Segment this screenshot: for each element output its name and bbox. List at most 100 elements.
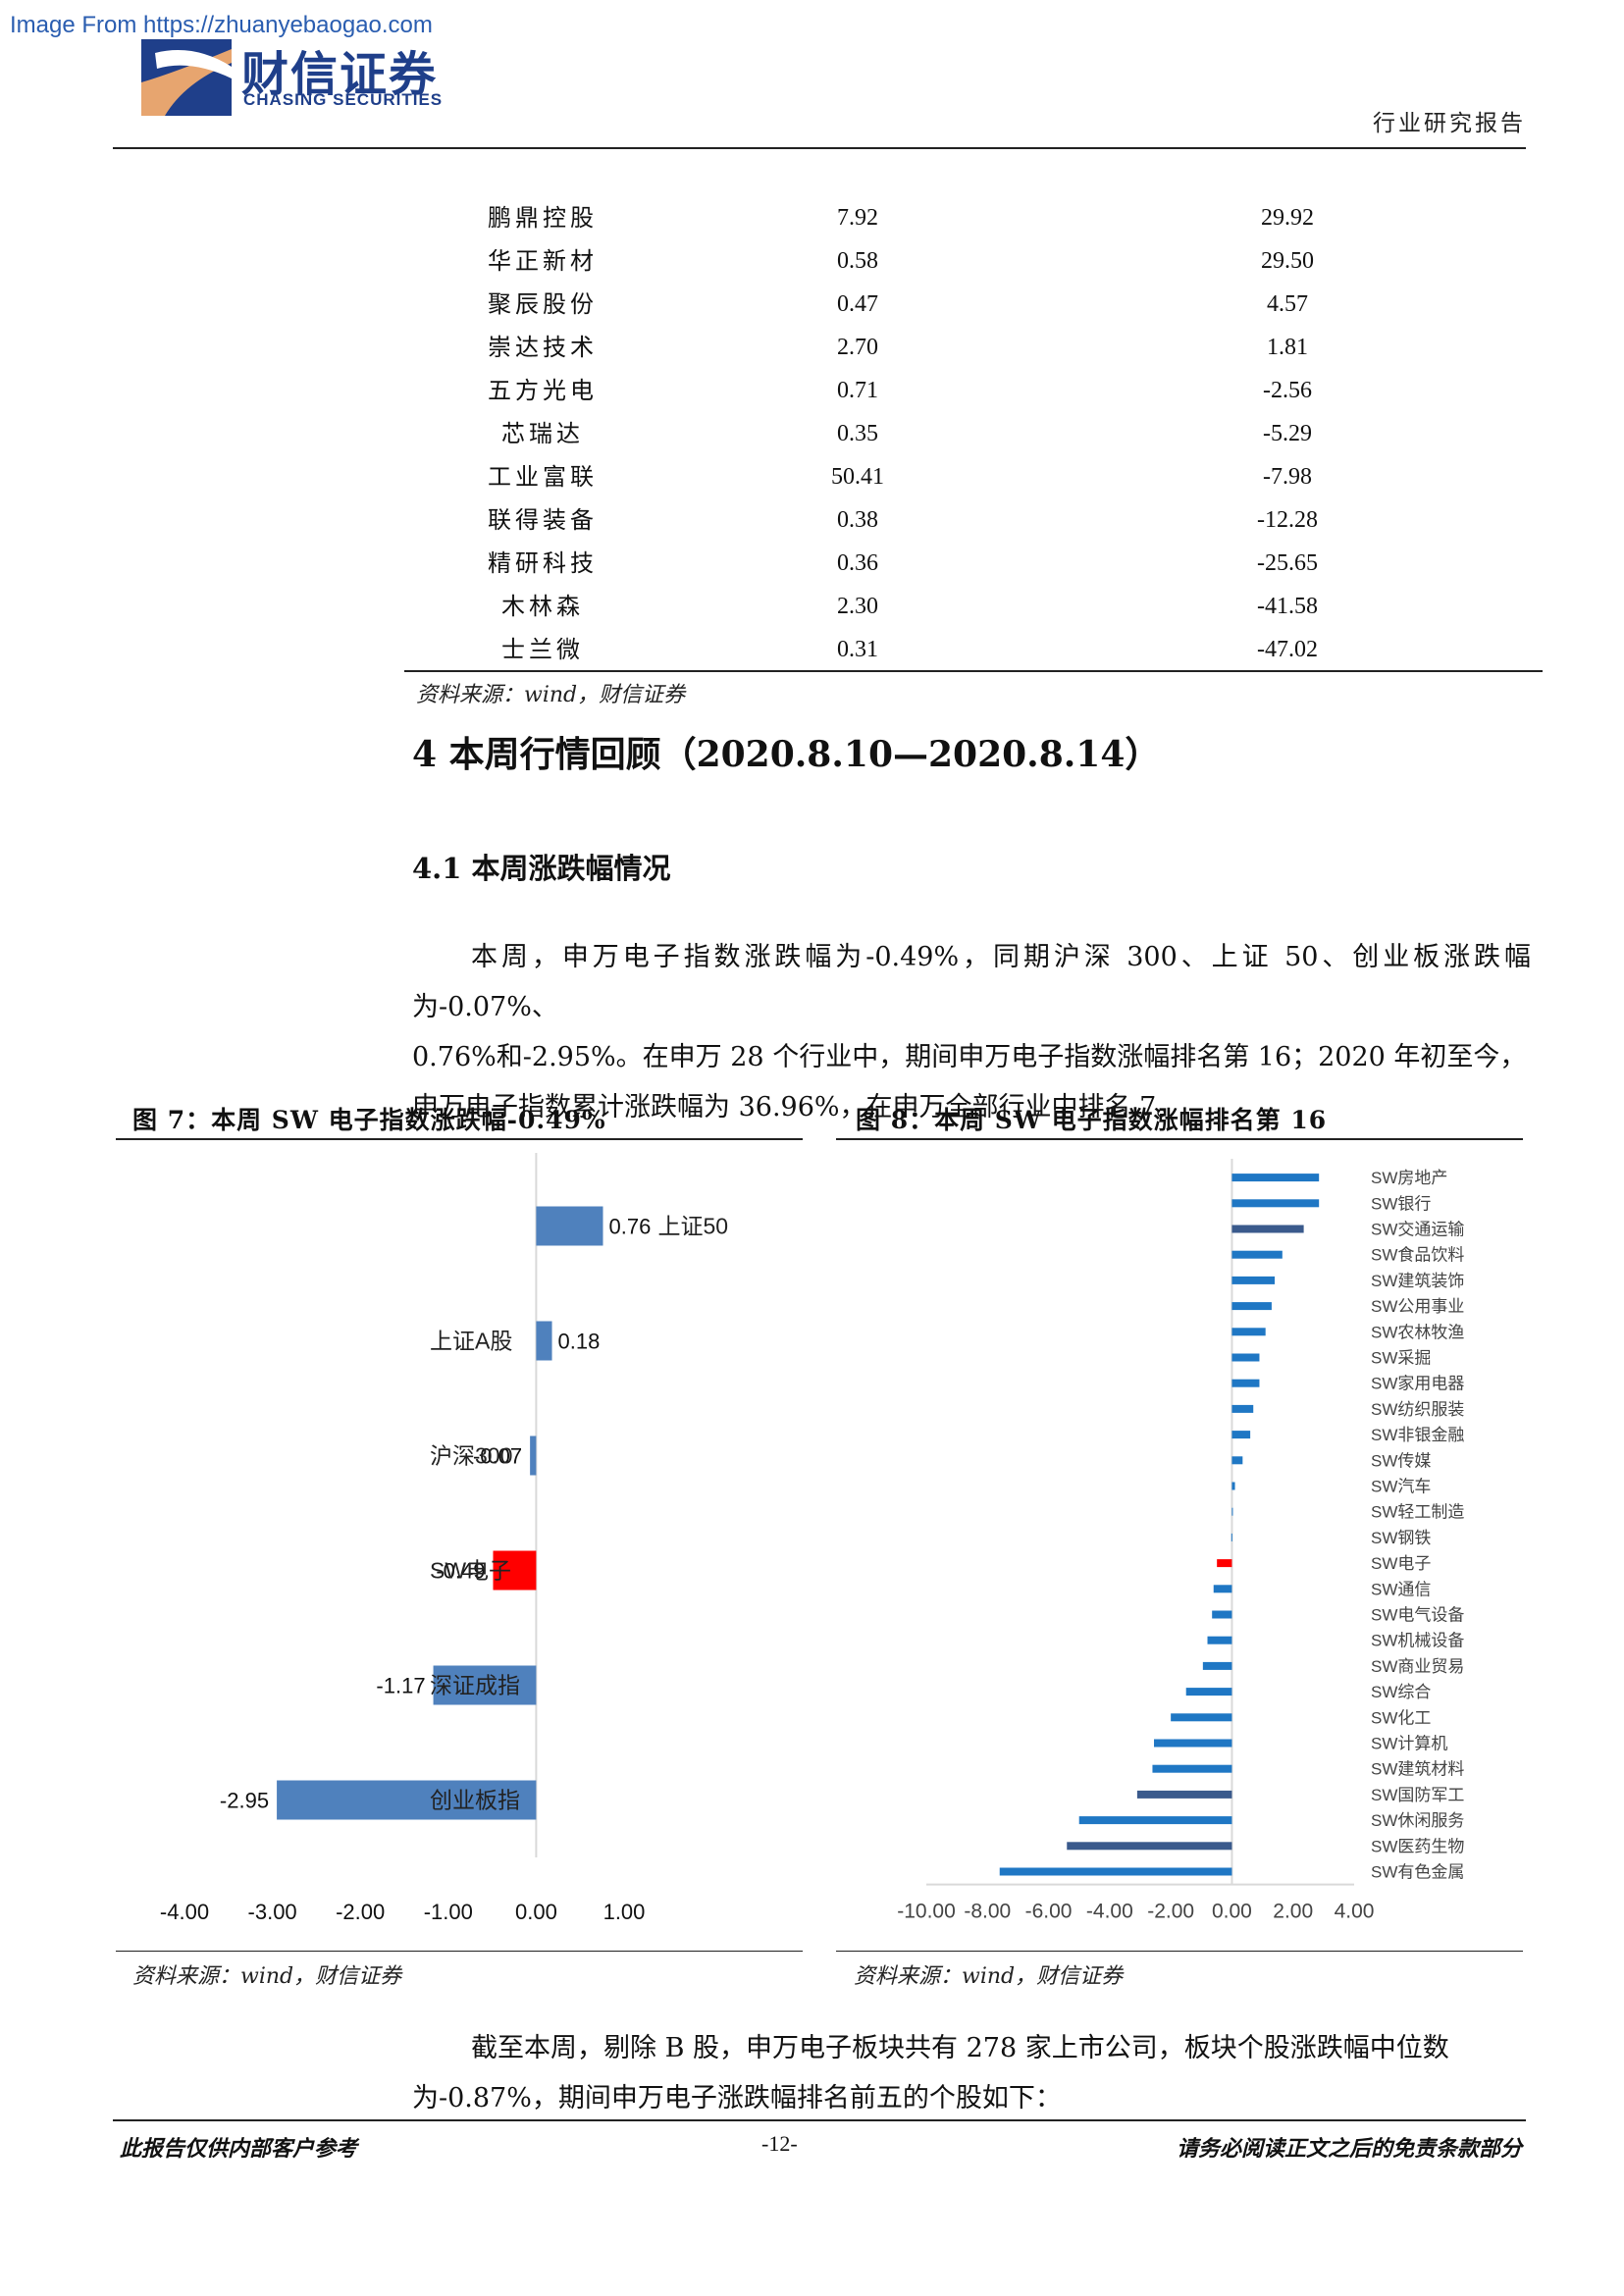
table-row: 华正新材 0.58 29.50 [404,239,1543,283]
report-type: 行业研究报告 [1373,111,1526,136]
table-row: 鹏鼎控股 7.92 29.92 [404,196,1543,239]
table-row: 精研科技 0.36 -25.65 [404,542,1543,585]
category-label-5: SW建筑装饰 [1371,1272,1464,1290]
data-label-3: -0.07 [473,1444,522,1469]
category-label-1: 上证50 [657,1214,728,1239]
paragraph-1-line-2: 0.76%和-2.95%。在申万 28 个行业中，期间申万电子指数涨幅排名第 1… [412,1042,1527,1072]
value-col-1: 0.71 [837,378,878,403]
stock-name: 聚辰股份 [488,290,598,318]
paragraph-2: 截至本周，剔除 B 股，申万电子板块共有 278 家上市公司，板块个股涨跌幅中位… [412,2023,1531,2123]
bar-5 [1231,1276,1276,1284]
category-label-19: SW机械设备 [1371,1632,1464,1650]
value-col-2: 1.81 [1267,335,1308,360]
value-col-2: -41.58 [1257,594,1318,619]
category-label-5: 深证成指 [430,1673,520,1698]
figure-8-source: 资料来源：wind，财信证券 [854,1964,1124,1989]
bar-11 [1231,1431,1251,1439]
stock-name: 鹏鼎控股 [488,204,598,232]
header-divider [113,147,1526,149]
watermark-text: Image From https://zhuanyebaogao.com [10,12,433,38]
bar-8 [1231,1353,1260,1362]
stock-name: 芯瑞达 [501,420,584,447]
x-tick-4: -1.00 [424,1900,473,1924]
paragraph-1-line-1: 本周，申万电子指数涨跌幅为-0.49%，同期沪深 300、上证 50、创业板涨跌… [412,942,1531,1022]
paragraph-1: 本周，申万电子指数涨跌幅为-0.49%，同期沪深 300、上证 50、创业板涨跌… [412,932,1531,1132]
stock-name: 士兰微 [501,636,584,663]
table-row: 崇达技术 2.70 1.81 [404,326,1543,369]
value-col-1: 50.41 [831,464,884,490]
stock-name: 精研科技 [488,549,598,577]
category-label-9: SW家用电器 [1371,1375,1464,1393]
x-tick-2: -8.00 [964,1901,1011,1923]
value-col-2: 4.57 [1267,291,1308,317]
category-label-1: SW房地产 [1371,1169,1447,1187]
value-col-1: 2.70 [837,335,878,360]
figure-7-title-rule [116,1138,803,1140]
category-label-2: 上证A股 [430,1329,512,1354]
bar-19 [1207,1636,1232,1644]
table-row: 聚辰股份 0.47 4.57 [404,283,1543,326]
bar-25 [1136,1790,1232,1799]
table-row: 工业富联 50.41 -7.98 [404,455,1543,498]
x-tick-1: -10.00 [897,1901,956,1923]
bar-18 [1212,1610,1232,1619]
table-row: 士兰微 0.31 -47.02 [404,628,1543,671]
data-label-6: -2.95 [220,1789,269,1813]
category-label-7: SW农林牧渔 [1371,1323,1464,1341]
bar-1 [1231,1174,1320,1182]
bar-2 [536,1321,552,1361]
value-col-2: -47.02 [1257,637,1318,662]
stock-name: 华正新材 [488,247,598,275]
bar-23 [1154,1739,1232,1748]
category-label-24: SW建筑材料 [1371,1760,1464,1779]
data-label-1: 0.76 [608,1215,651,1239]
category-label-4: SW食品饮料 [1371,1246,1464,1265]
category-label-6: SW公用事业 [1371,1297,1464,1316]
value-col-1: 0.58 [837,248,878,274]
stock-name: 木林森 [501,593,584,620]
bar-26 [1078,1816,1232,1825]
category-label-20: SW商业贸易 [1371,1657,1464,1676]
section-heading: 4 本周行情回顾（2020.8.10—2020.8.14） [412,734,1161,775]
stock-name: 五方光电 [488,377,598,404]
figure-8-bottom-rule [836,1951,1523,1952]
bar-21 [1185,1688,1232,1696]
value-col-1: 7.92 [837,205,878,231]
category-label-14: SW轻工制造 [1371,1503,1464,1522]
table-bottom-rule [404,670,1543,672]
figure-8-title-rule [836,1138,1523,1140]
subsection-heading: 4.1 本周涨跌幅情况 [412,852,671,885]
stock-name: 崇达技术 [488,334,598,361]
bar-16 [1217,1559,1232,1568]
category-label-10: SW纺织服装 [1371,1400,1464,1419]
value-col-2: -12.28 [1257,507,1318,533]
bar-14 [1231,1507,1233,1516]
value-col-1: 0.35 [837,421,878,446]
stock-name: 工业富联 [488,463,598,491]
bar-27 [1067,1842,1232,1851]
data-label-4: -0.49 [436,1559,485,1584]
bar-10 [1231,1404,1254,1413]
value-col-2: 29.92 [1261,205,1314,231]
x-tick-5: -2.00 [1147,1901,1194,1923]
page-number: -12- [761,2131,798,2156]
bar-13 [1231,1482,1235,1490]
bar-7 [1231,1328,1266,1336]
category-label-3: SW交通运输 [1371,1221,1464,1239]
category-label-23: SW计算机 [1371,1735,1447,1753]
data-label-5: -1.17 [376,1674,425,1698]
category-label-26: SW休闲服务 [1371,1811,1464,1830]
footer-divider [113,2119,1526,2121]
category-label-6: 创业板指 [430,1788,520,1813]
value-col-2: 29.50 [1261,248,1314,274]
bar-4 [1231,1250,1283,1259]
bar-6 [277,1780,537,1820]
logo-chinese-name: 财信证券 [241,49,439,101]
bar-22 [1171,1713,1232,1722]
footer-left-note: 此报告仅供内部客户参考 [120,2136,358,2162]
x-tick-6: 1.00 [603,1900,646,1924]
x-tick-6: 0.00 [1212,1901,1252,1923]
bar-2 [1231,1199,1320,1208]
category-label-13: SW汽车 [1371,1478,1431,1496]
figure-7-bottom-rule [116,1951,803,1952]
